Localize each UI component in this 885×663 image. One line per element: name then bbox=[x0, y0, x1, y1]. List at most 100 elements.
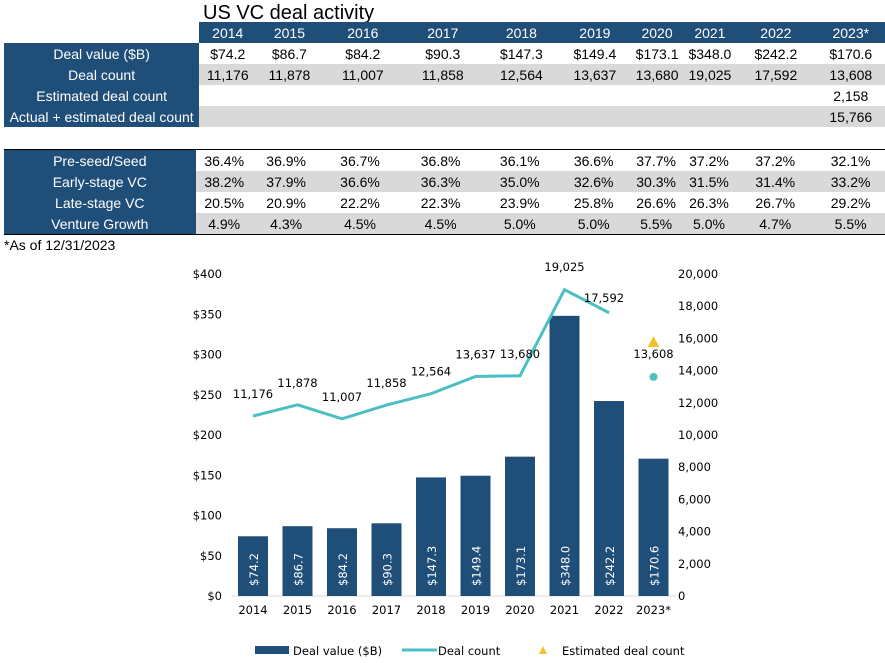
row-label: Estimated deal count bbox=[4, 85, 200, 106]
table-cell: 13,637 bbox=[560, 64, 630, 85]
table-cell: $170.6 bbox=[829, 45, 873, 62]
table-cell: 23.9% bbox=[499, 194, 540, 211]
row-label: Venture Growth bbox=[4, 213, 196, 235]
table-cell: $84.2 bbox=[345, 45, 381, 62]
row-label: Pre-seed/Seed bbox=[4, 149, 196, 171]
table-cell: 33.2% bbox=[816, 171, 885, 192]
line-data-label: 13,637 bbox=[455, 347, 495, 361]
table-row: Venture Growth 4.9% 4.3% 4.5% 4.5% 5.0% 5.0% 5.… bbox=[4, 213, 885, 235]
table-cell: $149.4 bbox=[573, 45, 617, 62]
row-label: Deal value ($B) bbox=[4, 43, 200, 64]
table-row: Deal count 11,176 11,878 11,007 11,858 12,564… bbox=[4, 64, 885, 85]
table-cell: 37.9% bbox=[252, 171, 320, 192]
line-data-label: 19,025 bbox=[544, 260, 584, 274]
year-header: 2022 bbox=[735, 22, 817, 43]
table-cell: $90.3 bbox=[425, 45, 461, 62]
left-tick-label: $200 bbox=[193, 428, 222, 442]
line-data-label: 11,007 bbox=[322, 390, 362, 404]
bar-data-label: $147.3 bbox=[425, 546, 439, 586]
left-tick-label: $350 bbox=[193, 307, 222, 321]
table-cell: 13,608 bbox=[816, 64, 885, 85]
year-header: 2014 bbox=[199, 22, 257, 43]
bar-data-label: $86.7 bbox=[292, 553, 306, 586]
right-tick-label: 10,000 bbox=[678, 428, 718, 442]
left-tick-label: $400 bbox=[193, 267, 222, 281]
bar-data-label: $74.2 bbox=[247, 553, 261, 586]
table-cell: 17,592 bbox=[735, 64, 817, 85]
bar-data-label: $84.2 bbox=[336, 553, 350, 586]
table-cell: 37.2% bbox=[689, 152, 729, 169]
legend-deal-count: Deal count bbox=[438, 644, 501, 658]
table-cell bbox=[199, 106, 257, 127]
x-tick-label: 2015 bbox=[283, 603, 312, 617]
table-cell bbox=[256, 106, 323, 127]
left-tick-label: $0 bbox=[207, 589, 222, 603]
line-data-label: 12,564 bbox=[411, 365, 451, 379]
table-cell: 32.1% bbox=[830, 152, 871, 169]
table-cell: 12,564 bbox=[482, 64, 561, 85]
estimated-marker-icon bbox=[647, 336, 660, 348]
table-cell: 4.3% bbox=[252, 213, 320, 235]
table-cell: 37.2% bbox=[755, 152, 796, 169]
table-cell: $173.1 bbox=[635, 45, 679, 62]
row-label: Deal count bbox=[4, 64, 200, 85]
table-cell: 2,158 bbox=[833, 87, 869, 104]
table-cell bbox=[482, 106, 561, 127]
deal-activity-table: 2014 2015 2016 2017 2018 2019 2020 2021 2022 2023… bbox=[4, 22, 885, 127]
table-cell: 5.5% bbox=[628, 213, 684, 235]
year-header: 2018 bbox=[482, 22, 561, 43]
x-tick-label: 2021 bbox=[550, 603, 579, 617]
right-tick-label: 8,000 bbox=[678, 460, 711, 474]
table-cell: 30.3% bbox=[628, 171, 684, 192]
year-header: 2016 bbox=[322, 22, 404, 43]
table-cell: 22.2% bbox=[340, 194, 380, 211]
table-cell: 36.6% bbox=[319, 171, 401, 192]
line-data-label: 11,176 bbox=[233, 387, 273, 401]
table-cell: 11,858 bbox=[403, 64, 483, 85]
year-header: 2019 bbox=[560, 22, 630, 43]
table-cell: $348.0 bbox=[688, 45, 732, 62]
legend-estimated: Estimated deal count bbox=[562, 644, 685, 658]
table-cell: $147.3 bbox=[499, 45, 543, 62]
table-row: Deal value ($B) $74.2 $86.7 $84.2 $90.3 $147.… bbox=[4, 43, 885, 64]
table-cell: 36.3% bbox=[400, 171, 481, 192]
table-cell: 5.0% bbox=[480, 213, 559, 235]
table-cell: 5.0% bbox=[683, 213, 735, 235]
table-cell: 37.7% bbox=[636, 152, 676, 169]
year-header: 2023* bbox=[816, 22, 885, 43]
bar-deal-value bbox=[238, 536, 268, 596]
year-header: 2021 bbox=[684, 22, 736, 43]
table-cell: 26.3% bbox=[689, 194, 729, 211]
right-tick-label: 20,000 bbox=[678, 267, 718, 281]
bar-data-label: $170.6 bbox=[648, 546, 662, 586]
table-cell: 36.4% bbox=[204, 152, 245, 169]
legend-deal-value: Deal value ($B) bbox=[293, 644, 382, 658]
right-tick-label: 4,000 bbox=[678, 525, 711, 539]
table-cell: 19,025 bbox=[684, 64, 736, 85]
left-tick-label: $150 bbox=[193, 468, 222, 482]
stage-share-table: Pre-seed/Seed 36.4% 36.9% 36.7% 36.8% 36.1% 36… bbox=[4, 149, 885, 235]
x-tick-label: 2017 bbox=[372, 603, 401, 617]
bar-deal-value bbox=[638, 458, 669, 596]
table-cell bbox=[684, 106, 736, 127]
x-tick-label: 2020 bbox=[505, 603, 534, 617]
table-row: Estimated deal count 2,158 bbox=[4, 85, 885, 106]
line-deal-count bbox=[252, 287, 610, 421]
table-cell: 11,176 bbox=[199, 64, 257, 85]
table-cell: 4.9% bbox=[195, 213, 253, 235]
point-deal-count-2023 bbox=[649, 372, 658, 381]
table-cell: 20.5% bbox=[204, 194, 245, 211]
table-cell: 36.7% bbox=[340, 152, 380, 169]
table-cell: 13,680 bbox=[629, 64, 685, 85]
table-cell: 11,007 bbox=[322, 64, 404, 85]
footnote: *As of 12/31/2023 bbox=[4, 237, 116, 253]
bar-data-label: $348.0 bbox=[559, 546, 573, 586]
table-cell: 36.8% bbox=[420, 152, 461, 169]
legend-triangle-icon bbox=[539, 646, 547, 654]
bar-deal-value bbox=[460, 475, 491, 596]
table-cell bbox=[735, 106, 817, 127]
table-cell: 11,878 bbox=[256, 64, 323, 85]
table-cell: 29.2% bbox=[830, 194, 871, 211]
table-cell: 31.4% bbox=[734, 171, 817, 192]
table-cell: 26.7% bbox=[755, 194, 796, 211]
